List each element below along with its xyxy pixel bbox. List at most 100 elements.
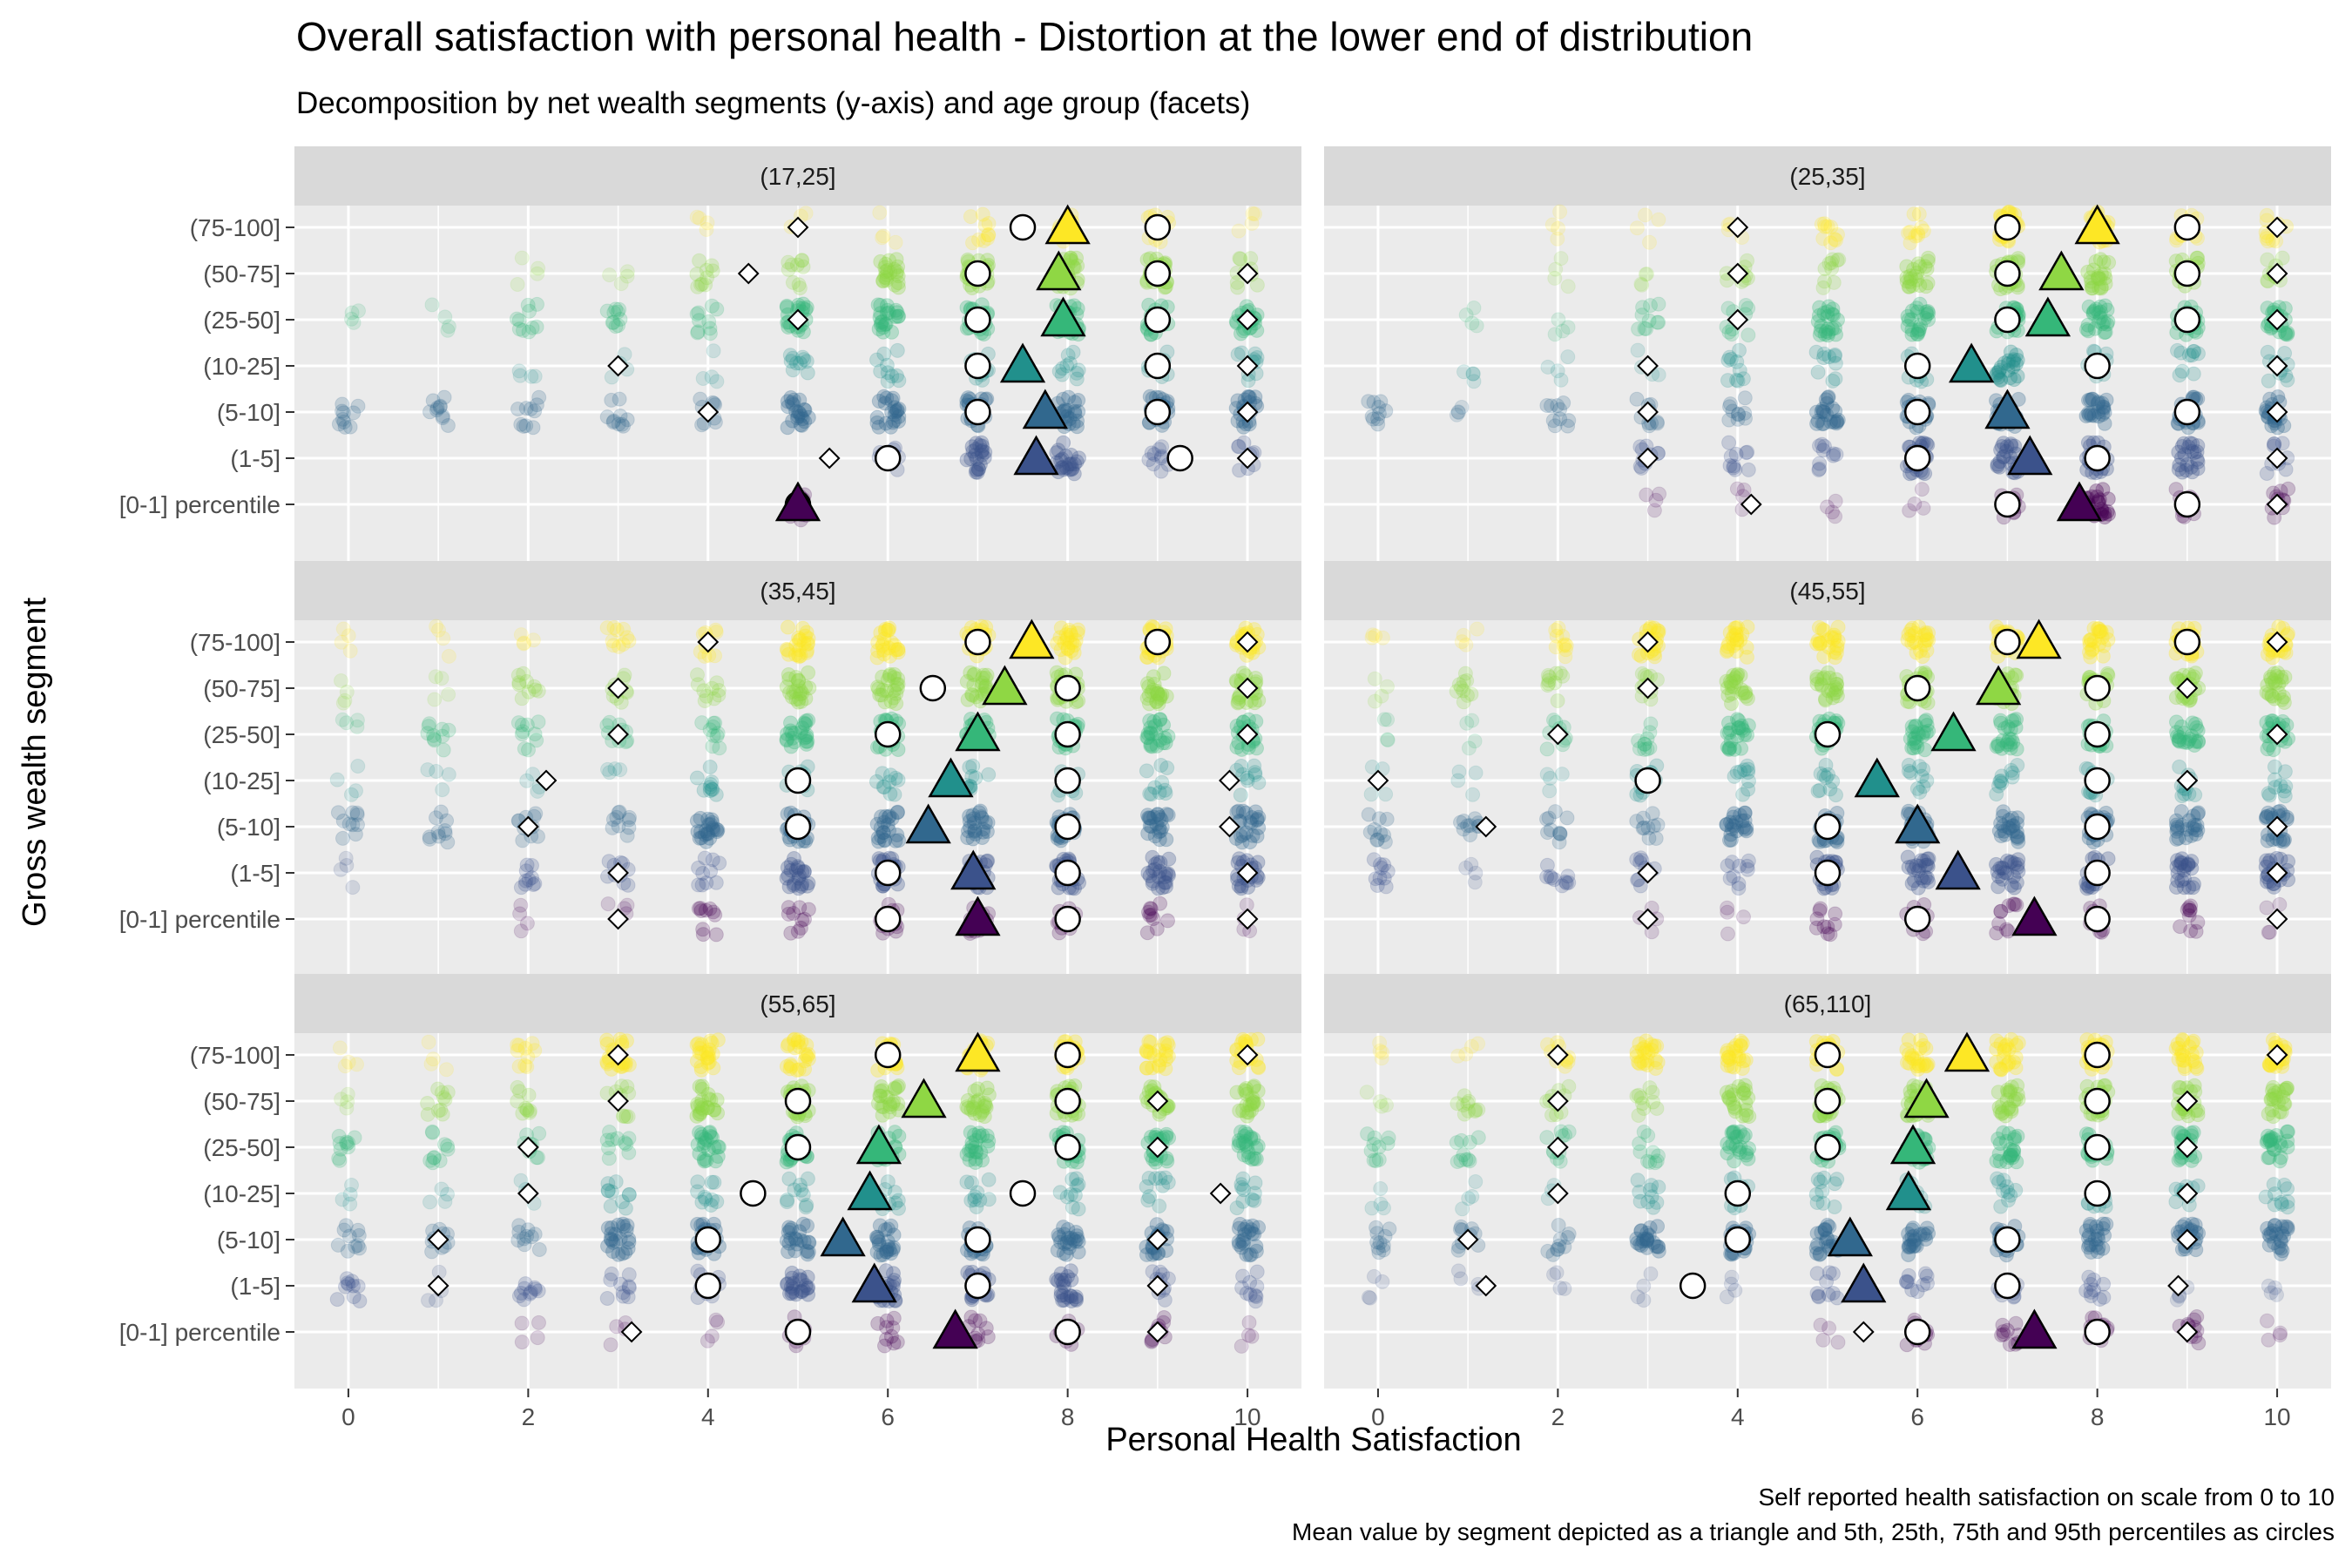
jitter-point [1052,1185,1068,1200]
jitter-point [875,228,891,244]
jitter-point [784,395,800,410]
jitter-point [872,1218,888,1233]
percentile-circle [1144,260,1172,287]
jitter-point [1468,765,1484,781]
jitter-point [891,409,907,424]
jitter-point [1721,715,1736,731]
jitter-point [1542,669,1557,685]
jitter-point [517,741,532,756]
jitter-point [441,319,456,335]
jitter-point [333,862,348,877]
jitter-point [516,322,531,338]
jitter-point [1229,1200,1245,1216]
jitter-point [1144,787,1159,802]
jitter-point [964,439,980,455]
jitter-point [878,316,894,332]
jitter-point [876,389,892,404]
jitter-point [2275,834,2291,849]
jitter-point [880,365,896,381]
jitter-point [699,262,714,278]
jitter-point [421,1293,436,1308]
jitter-point [344,305,360,321]
jitter-point [1380,712,1396,727]
jitter-point [437,1193,453,1209]
jitter-point [799,300,814,315]
jitter-point [878,264,894,280]
jitter-point [1821,767,1836,782]
jitter-point [891,1128,907,1144]
y-tick-label: (25-50] [203,1134,280,1161]
jitter-point [1378,787,1394,802]
jitter-point [621,812,637,828]
jitter-point [436,1090,451,1105]
jitter-point [600,1176,616,1192]
jitter-point [879,357,895,373]
jitter-point [1991,459,2007,475]
y-tick-label: (5-10] [217,399,280,426]
jitter-point [889,368,904,383]
jitter-point [700,1333,715,1348]
jitter-point [709,1092,725,1108]
jitter-point [530,266,545,281]
jitter-point [518,418,534,434]
jitter-point [1159,879,1173,895]
jitter-point [510,402,525,416]
jitter-point [1233,759,1249,774]
jitter-point [615,637,631,652]
jitter-point [891,308,907,324]
jitter-point [1249,740,1264,756]
jitter-point [786,906,801,921]
percentile-circle [2084,444,2111,472]
jitter-point [2009,897,2024,913]
jitter-point [1067,406,1083,422]
jitter-point [793,417,808,433]
jitter-point [1363,787,1379,802]
jitter-point [1250,1097,1266,1112]
y-tick-label: (10-25] [203,353,280,380]
jitter-point [872,205,888,220]
jitter-point [1067,403,1083,419]
facet-panel: (35,45][0-1] percentile(1-5](5-10](10-25… [119,561,1301,976]
jitter-point [599,303,615,319]
jitter-point [525,420,541,436]
jitter-point [696,782,712,798]
jitter-point [888,309,903,324]
jitter-point [879,298,895,314]
jitter-point [970,464,985,480]
jitter-point [1067,456,1083,472]
jitter-point [1817,261,1833,276]
facet-grid: (17,25][0-1] percentile(1-5](5-10](10-25… [119,146,2331,1430]
jitter-point [963,665,978,680]
jitter-point [1070,258,1085,274]
jitter-point [1638,207,1652,223]
jitter-point [880,302,896,318]
jitter-point [1140,1193,1156,1208]
jitter-point [605,314,620,330]
jitter-point [1820,328,1835,343]
facet-strip-label: (25,35] [1789,163,1865,190]
jitter-point [1249,350,1265,365]
jitter-point [603,1337,618,1353]
jitter-point [2273,778,2288,794]
jitter-point [970,462,986,476]
jitter-point [790,1032,806,1048]
jitter-point [1909,326,1925,341]
jitter-point [1990,879,2006,895]
jitter-point [965,443,981,459]
chart-subtitle: Decomposition by net wealth segments (y-… [296,86,1250,120]
jitter-point [791,404,807,420]
jitter-point [974,809,989,825]
jitter-point [788,403,804,419]
jitter-point [619,1033,634,1049]
y-tick-label: (50-75] [203,1088,280,1115]
jitter-point [616,418,631,434]
percentile-circle [2084,674,2111,702]
jitter-point [974,447,990,463]
jitter-point [781,1244,796,1260]
jitter-point [981,1172,997,1187]
jitter-point [344,1178,359,1193]
jitter-point [435,409,450,424]
facet-strip-label: (35,45] [760,578,835,605]
jitter-point [869,409,885,425]
jitter-point [1139,763,1154,779]
